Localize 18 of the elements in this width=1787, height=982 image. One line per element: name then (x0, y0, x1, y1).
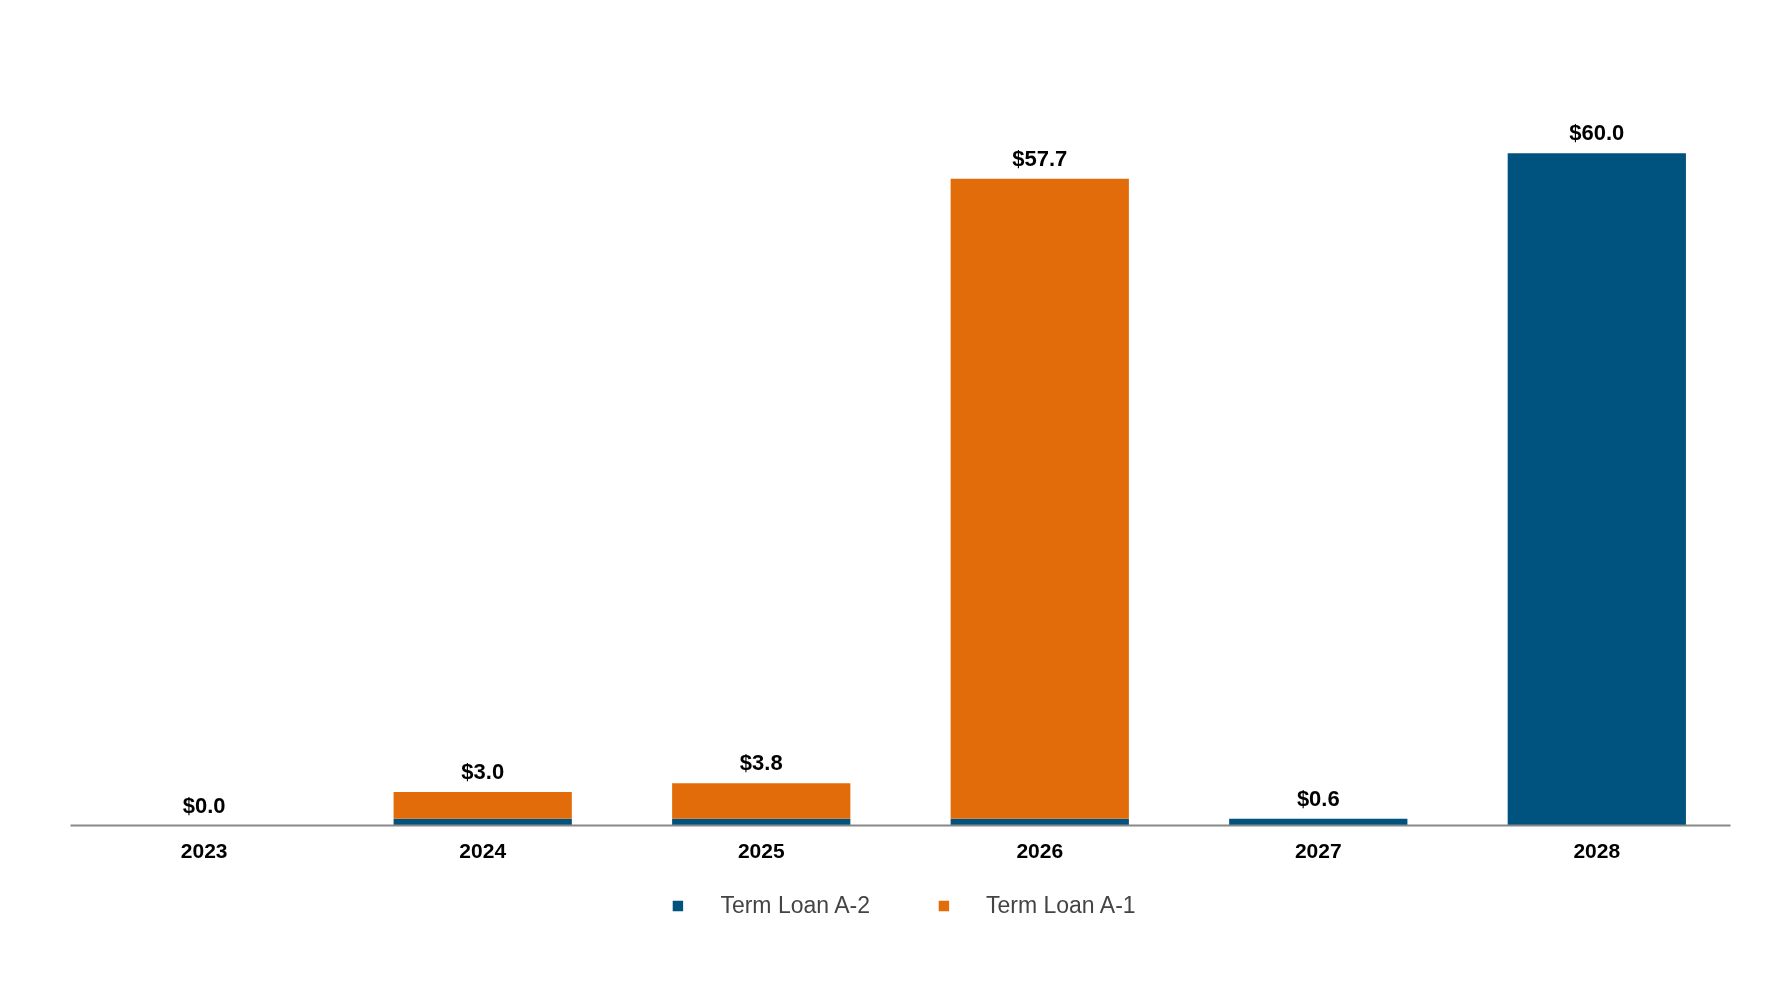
annotation: $57.7 (1012, 145, 1068, 171)
bar (672, 783, 851, 819)
x-tick-label: 2026 (1016, 838, 1064, 862)
x-tick-label: 2027 (1294, 838, 1342, 862)
x-tick-label: 2025 (737, 838, 785, 862)
annotation: $0.0 (182, 792, 226, 818)
annotation: $0.6 (1296, 785, 1340, 811)
bar (393, 791, 572, 819)
annotation: $3.0 (461, 758, 505, 784)
bar (1507, 153, 1686, 826)
legend-label: Term Loan A-1 (986, 891, 1136, 919)
x-tick-label: 2024 (459, 838, 507, 862)
annotation: $3.8 (739, 750, 783, 776)
x-tick-label: 2023 (180, 838, 228, 862)
x-tick-label: 2028 (1573, 838, 1621, 862)
bar (950, 178, 1129, 819)
legend-label: Term Loan A-2 (720, 891, 870, 919)
annotation: $60.0 (1569, 120, 1625, 146)
